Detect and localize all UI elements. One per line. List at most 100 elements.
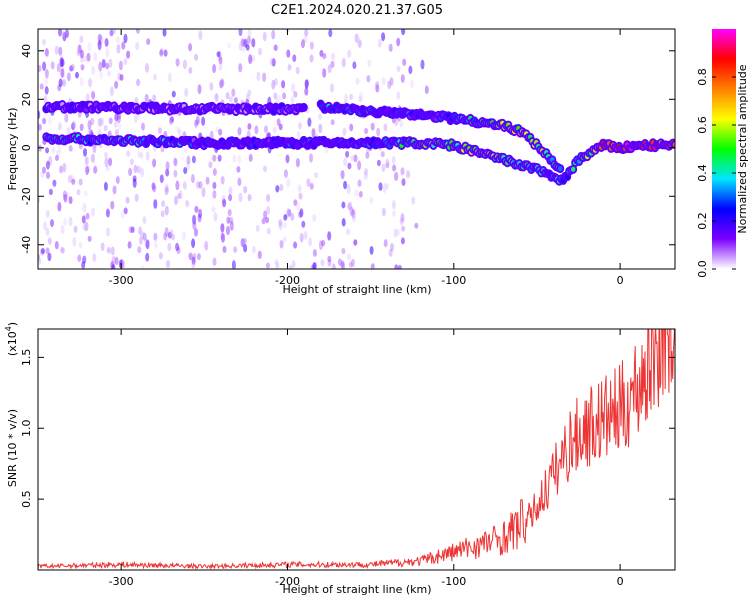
speckle-mark [103,181,108,191]
speckle-mark [298,211,303,219]
speckle-mark [175,58,180,67]
speckle-mark [406,170,411,179]
speckle-mark [161,200,166,207]
speckle-mark [299,208,304,218]
speckle-mark [226,225,230,236]
speckle-mark [83,147,87,157]
speckle-mark [292,54,297,62]
speckle-mark [44,76,48,86]
speckle-mark [194,205,199,213]
speckle-mark [357,39,362,48]
speckle-mark [354,33,359,44]
speckle-mark [401,178,406,186]
speckle-mark [262,31,267,42]
speckle-mark [165,161,170,171]
speckle-mark [342,127,347,137]
speckle-mark [77,254,82,262]
speckle-mark [101,59,106,68]
speckle-mark [173,157,178,167]
speckle-mark [340,260,345,269]
speckle-mark [87,235,92,242]
speckle-mark [225,92,230,100]
speckle-mark [79,49,84,59]
x-tick-label: 0 [617,575,624,588]
speckle-mark [312,249,317,257]
speckle-mark [182,59,187,70]
speckle-mark [107,70,111,77]
speckle-mark [115,129,119,136]
speckle-mark [377,38,382,48]
speckle-mark [42,61,47,72]
speckle-mark [233,97,238,104]
speckle-mark [216,51,221,58]
speckle-mark [286,178,291,188]
speckle-mark [194,119,198,128]
speckle-mark [173,169,178,178]
y-tick-label: 1.5 [20,349,33,367]
colorbar-label: Normalized spectral amplitude [736,64,749,233]
speckle-mark [105,227,110,237]
speckle-mark [51,147,56,154]
speckle-mark [188,43,193,52]
speckle-mark [167,72,172,83]
speckle-mark [393,228,398,238]
speckle-mark [90,117,95,126]
speckle-mark [354,189,359,198]
speckle-mark [58,29,62,37]
speckle-mark [62,190,67,201]
speckle-mark [38,64,42,73]
speckle-mark [45,227,50,237]
speckle-mark [176,126,181,134]
speckle-mark [266,193,271,203]
speckle-mark [408,65,413,75]
speckle-mark [117,123,122,130]
speckle-mark [60,68,65,78]
speckle-mark [272,126,277,134]
speckle-mark [171,90,176,98]
speckle-mark [330,119,335,126]
speckle-mark [273,92,278,100]
speckle-mark [226,216,231,224]
speckle-mark [87,119,92,130]
speckle-mark [105,48,110,58]
speckle-mark [261,217,266,225]
speckle-mark [278,221,283,231]
speckle-mark [271,29,276,40]
speckle-mark [137,151,142,158]
speckle-mark [192,220,197,230]
speckle-mark [392,164,397,172]
speckle-mark [121,260,126,269]
speckle-mark [157,127,162,135]
speckle-mark [247,89,252,97]
speckle-mark [197,84,202,95]
speckle-mark [110,200,115,210]
speckle-mark [212,190,217,199]
speckle-mark [331,263,336,269]
speckle-mark [341,218,346,227]
speckle-mark [357,179,362,187]
snr-series-line [38,329,675,570]
speckle-mark [211,153,216,161]
speckle-mark [169,228,174,238]
speckle-mark [346,183,351,194]
speckle-mark [45,160,50,170]
x-tick-label: -100 [441,274,466,287]
speckle-mark [128,167,133,177]
speckle-mark [70,63,75,72]
speckle-mark [303,230,308,240]
y-tick-label: -20 [20,187,33,205]
speckle-mark [62,162,67,173]
speckle-mark [351,208,356,218]
speckle-mark [140,167,145,178]
speckle-mark [327,231,332,241]
speckle-mark [349,123,354,132]
speckle-mark [276,118,281,126]
speckle-mark [163,232,168,241]
speckle-mark [60,58,65,67]
speckle-mark [214,93,219,102]
speckle-mark [297,184,302,193]
speckle-mark [299,232,304,243]
speckle-mark [353,239,358,246]
speckle-mark [111,264,116,269]
